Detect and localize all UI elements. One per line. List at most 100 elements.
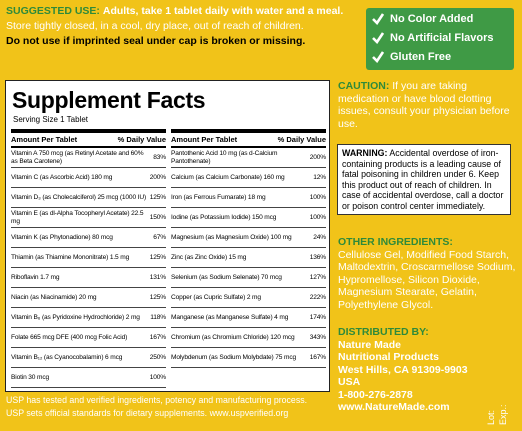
label: OTHER INGREDIENTS: — [338, 236, 453, 248]
header-cell: % Daily Value — [117, 135, 166, 144]
supplement-facts: Supplement Facts Serving Size 1 Tablet A… — [5, 80, 330, 392]
badge-text: No Artificial Flavors — [390, 32, 494, 44]
fact-row: Iron (as Ferrous Fumarate) 18 mg 100% — [171, 188, 326, 208]
text: If you are taking medication or have blo… — [338, 80, 510, 130]
fact-row: Vitamin B₆ (as Pyridoxine Hydrochloride)… — [11, 308, 166, 328]
nutrient: Chromium (as Chromium Chloride) 120 mcg — [171, 333, 295, 341]
fact-row: Pantothenic Acid 10 mg (as d-Calcium Pan… — [171, 148, 326, 168]
nutrient: Riboflavin 1.7 mg — [11, 273, 60, 281]
nutrient: Vitamin A 750 mcg (as Retinyl Acetate an… — [11, 149, 144, 165]
header-cell: Amount Per Tablet — [11, 135, 78, 144]
nutrient: Thiamin (as Thiamine Mononitrate) 1.5 mg — [11, 253, 130, 261]
nutrient: Selenium (as Sodium Selenate) 70 mcg — [171, 273, 282, 281]
daily-value: 100% — [309, 193, 326, 201]
serving-size: Serving Size 1 Tablet — [13, 115, 89, 124]
fact-row: Manganese (as Manganese Sulfate) 4 mg 174… — [171, 308, 326, 328]
daily-value: 174% — [309, 313, 326, 321]
nutrient: Zinc (as Zinc Oxide) 15 mg — [171, 253, 247, 261]
suggested-use: SUGGESTED USE: Adults, take 1 tablet dai… — [6, 5, 361, 18]
distributor-line: West Hills, CA 91309-9903 — [338, 363, 468, 376]
badge-item: No Artificial Flavors — [366, 30, 514, 46]
fact-row: Selenium (as Sodium Selenate) 70 mcg 127% — [171, 268, 326, 288]
header-cell: Amount Per Tablet — [171, 135, 238, 144]
ingredients: OTHER INGREDIENTS: Cellulose Gel, Modifi… — [338, 236, 516, 311]
text: Accidental overdose of iron-containing p… — [342, 148, 504, 211]
facts-title: Supplement Facts — [12, 87, 206, 113]
fact-row: Calcium (as Calcium Carbonate) 160 mg 12% — [171, 168, 326, 188]
daily-value: 150% — [149, 213, 166, 221]
daily-value: 200% — [309, 153, 326, 161]
daily-value: 118% — [150, 313, 166, 321]
nutrient: Vitamin B₆ (as Pyridoxine Hydrochloride)… — [11, 313, 140, 321]
distributor-line: Nature Made — [338, 338, 402, 351]
header-cell: % Daily Value — [277, 135, 326, 144]
usp-line: USP sets official standards for dietary … — [6, 408, 289, 418]
badge-item: Gluten Free — [366, 49, 514, 65]
daily-value: 167% — [309, 353, 326, 361]
fact-row: Folate 665 mcg DFE (400 mcg Folic Acid) 1… — [11, 328, 166, 348]
daily-value: 12% — [313, 173, 326, 181]
label: WARNING: — [342, 148, 388, 158]
label: SUGGESTED USE: — [6, 5, 100, 17]
daily-value: 343% — [309, 333, 326, 341]
storage: Store tightly closed, in a cool, dry pla… — [6, 20, 304, 32]
fact-row: Vitamin D₃ (as Cholecalciferol) 25 mcg (… — [11, 188, 166, 208]
distributor: DISTRIBUTED BY: Nature Made Nutritional P… — [338, 326, 513, 414]
fact-row: Biotin 30 mcg 100% — [11, 368, 166, 388]
fact-row: Vitamin K (as Phytonadione) 80 mcg 67% — [11, 228, 166, 248]
fact-row: Molybdenum (as Sodium Molybdate) 75 mcg 1… — [171, 348, 326, 368]
usp-line: USP has tested and verified ingredients,… — [6, 395, 308, 405]
daily-value: 83% — [153, 153, 166, 161]
daily-value: 24% — [313, 233, 326, 241]
daily-value: 250% — [149, 353, 166, 361]
table-header: Amount Per Tablet % Daily Value — [11, 133, 166, 148]
nutrient: Vitamin E (as dl-Alpha Tocopheryl Acetat… — [11, 209, 144, 225]
table-header: Amount Per Tablet % Daily Value — [171, 133, 326, 148]
badge-text: Gluten Free — [390, 51, 452, 63]
daily-value: 67% — [153, 233, 166, 241]
fact-row: Magnesium (as Magnesium Oxide) 100 mg 24% — [171, 228, 326, 248]
label: CAUTION: — [338, 80, 390, 92]
seal-warning: Do not use if imprinted seal under cap i… — [6, 35, 306, 47]
fact-row: Iodine (as Potassium Iodide) 150 mcg 100% — [171, 208, 326, 228]
check-icon — [372, 32, 384, 44]
daily-value: 131% — [149, 273, 166, 281]
nutrient: Manganese (as Manganese Sulfate) 4 mg — [171, 313, 289, 321]
fact-row: Vitamin E (as dl-Alpha Tocopheryl Acetat… — [11, 208, 166, 228]
nutrient: Vitamin B₁₂ (as Cyanocobalamin) 6 mcg — [11, 353, 123, 361]
badge-box: No Color Added No Artificial Flavors Glute… — [366, 8, 514, 70]
fact-row: Vitamin A 750 mcg (as Retinyl Acetate an… — [11, 148, 166, 168]
daily-value: 167% — [149, 333, 166, 341]
daily-value: 125% — [149, 253, 166, 261]
fact-row: Zinc (as Zinc Oxide) 15 mg 136% — [171, 248, 326, 268]
label: DISTRIBUTED BY: — [338, 326, 429, 338]
exp: Exp.: — [498, 404, 508, 425]
right-column: Amount Per Tablet % Daily Value Pantotheni… — [171, 129, 326, 368]
distributor-line: 1-800-276-2878 — [338, 388, 413, 401]
nutrient: Pantothenic Acid 10 mg (as d-Calcium Pan… — [171, 149, 278, 165]
daily-value: 100% — [149, 373, 166, 381]
nutrient: Iodine (as Potassium Iodide) 150 mcg — [171, 213, 277, 221]
fact-row: Vitamin B₁₂ (as Cyanocobalamin) 6 mcg 250… — [11, 348, 166, 368]
check-icon — [372, 51, 384, 63]
fact-row: Niacin (as Niacinamide) 20 mg 125% — [11, 288, 166, 308]
distributor-line: Nutritional Products — [338, 351, 439, 363]
nutrient: Magnesium (as Magnesium Oxide) 100 mg — [171, 233, 292, 241]
distributor-line: USA — [338, 376, 361, 388]
fact-row: Riboflavin 1.7 mg 131% — [11, 268, 166, 288]
warning-box: WARNING: Accidental overdose of iron-con… — [337, 144, 511, 215]
nutrient: Molybdenum (as Sodium Molybdate) 75 mcg — [171, 353, 296, 361]
left-column: Amount Per Tablet % Daily Value Vitamin A … — [11, 129, 166, 388]
lot: Lot: — [486, 409, 496, 425]
caution: CAUTION: If you are taking medication or… — [338, 80, 518, 130]
daily-value: 125% — [149, 193, 166, 201]
daily-value: 200% — [149, 173, 166, 181]
nutrient: Folate 665 mcg DFE (400 mcg Folic Acid) — [11, 333, 128, 341]
daily-value: 127% — [309, 273, 326, 281]
daily-value: 100% — [309, 213, 326, 221]
nutrient: Vitamin K (as Phytonadione) 80 mcg — [11, 233, 113, 241]
fact-row: Copper (as Cupric Sulfate) 2 mg 222% — [171, 288, 326, 308]
check-icon — [372, 13, 384, 25]
fact-row: Chromium (as Chromium Chloride) 120 mcg 3… — [171, 328, 326, 348]
